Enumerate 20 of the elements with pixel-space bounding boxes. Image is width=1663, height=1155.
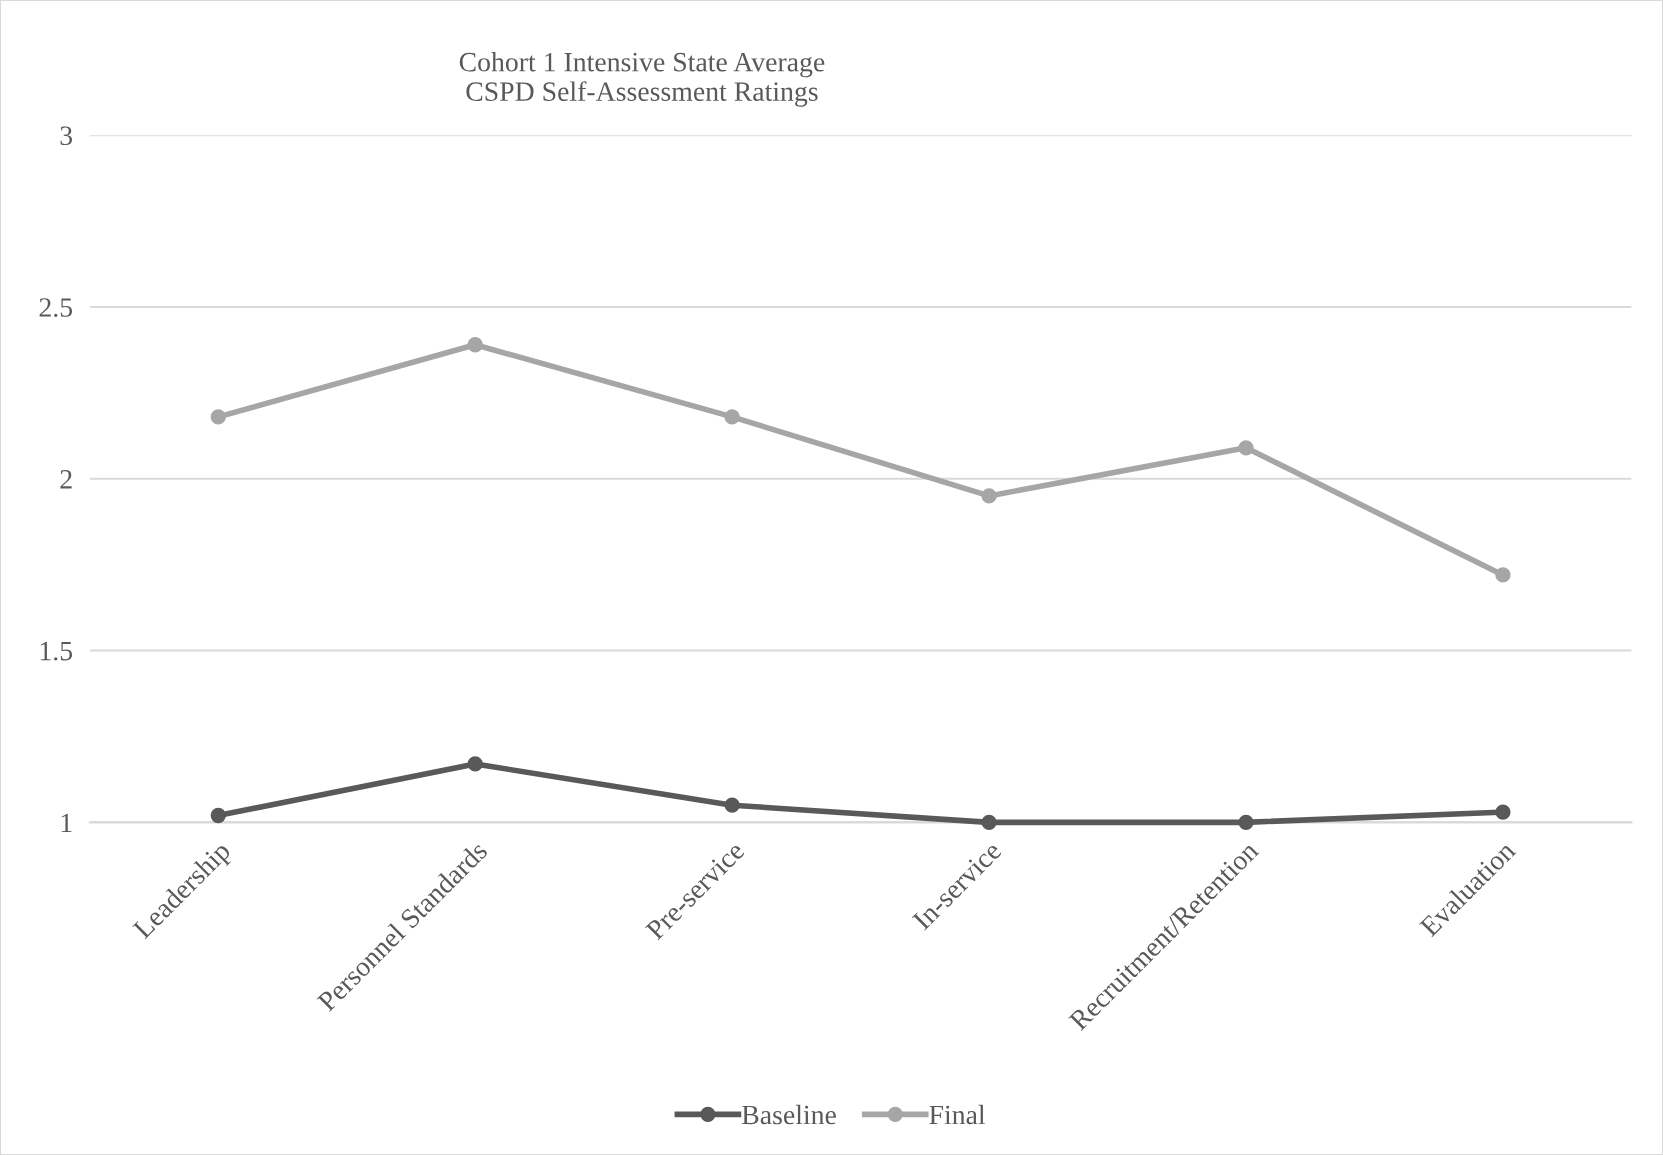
point — [724, 409, 740, 425]
y-tick-label: 3 — [60, 126, 73, 146]
point — [467, 756, 483, 772]
point — [1238, 440, 1254, 456]
y-tick-label: 2.5 — [39, 298, 73, 317]
point — [210, 807, 226, 824]
point — [981, 488, 997, 504]
legend-label: Final — [929, 1104, 986, 1125]
chart-title: Cohort 1 Intensive State Average CSPD Self-Assessment Ratings — [459, 51, 825, 107]
point — [1495, 804, 1511, 820]
legend-label: Baseline — [742, 1104, 836, 1125]
point — [981, 814, 997, 830]
y-tick-label: 1 — [61, 813, 72, 832]
point — [724, 797, 740, 813]
y-tick-label: 1.5 — [40, 641, 73, 661]
y-tick-label: 2 — [60, 469, 72, 489]
point — [467, 337, 483, 353]
point — [210, 409, 226, 425]
point — [1495, 567, 1511, 583]
point — [1238, 814, 1254, 830]
